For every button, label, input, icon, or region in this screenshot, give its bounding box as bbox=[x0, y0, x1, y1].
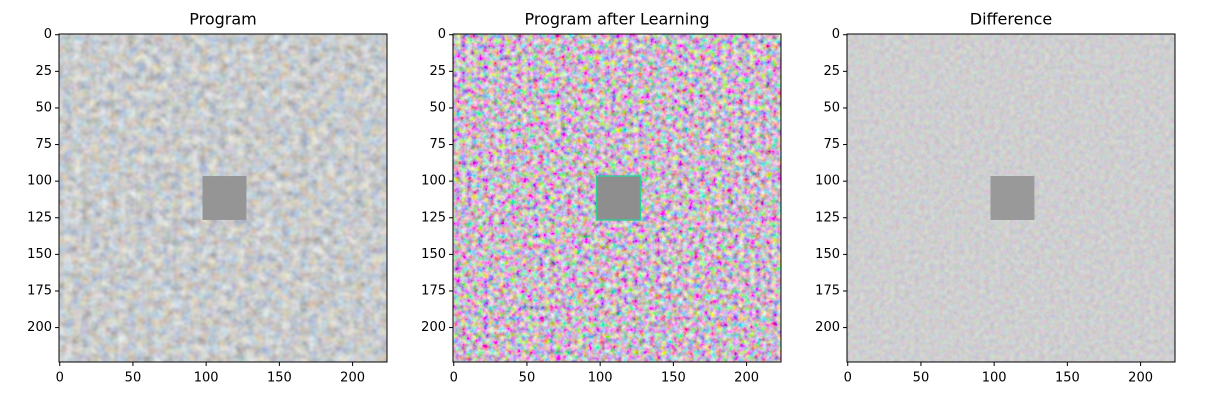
y-tick-label: 125 bbox=[421, 210, 446, 225]
y-tick-label: 125 bbox=[815, 210, 840, 225]
y-tick-label: 0 bbox=[44, 27, 52, 42]
x-tick-label: 100 bbox=[194, 371, 219, 386]
x-tick-label: 200 bbox=[340, 371, 365, 386]
y-tick-label: 75 bbox=[823, 137, 840, 152]
x-tick-label: 150 bbox=[661, 371, 686, 386]
y-tick-label: 150 bbox=[421, 247, 446, 262]
y-tick-label: 50 bbox=[823, 100, 840, 115]
axes-title: Difference bbox=[970, 10, 1052, 29]
y-tick-label: 175 bbox=[815, 283, 840, 298]
y-tick-label: 50 bbox=[429, 100, 446, 115]
y-tick-label: 100 bbox=[27, 174, 52, 189]
y-tick-label: 0 bbox=[438, 27, 446, 42]
y-tick-label: 75 bbox=[429, 137, 446, 152]
y-tick-label: 50 bbox=[35, 100, 52, 115]
y-tick-label: 25 bbox=[35, 64, 52, 79]
x-tick-label: 50 bbox=[519, 371, 536, 386]
axes-frame bbox=[58, 33, 388, 363]
x-tick-label: 0 bbox=[844, 371, 852, 386]
y-tick-label: 150 bbox=[815, 247, 840, 262]
y-tick-label: 25 bbox=[429, 64, 446, 79]
x-tick-label: 50 bbox=[125, 371, 142, 386]
y-tick-label: 200 bbox=[421, 320, 446, 335]
x-tick-label: 100 bbox=[588, 371, 613, 386]
center-patch bbox=[595, 175, 642, 221]
y-tick-label: 200 bbox=[815, 320, 840, 335]
center-patch bbox=[990, 176, 1035, 220]
y-tick-label: 150 bbox=[27, 247, 52, 262]
y-tick-label: 100 bbox=[815, 174, 840, 189]
axes-title: Program bbox=[189, 10, 257, 29]
y-tick-label: 100 bbox=[421, 174, 446, 189]
x-tick-label: 0 bbox=[56, 371, 64, 386]
x-tick-label: 100 bbox=[982, 371, 1007, 386]
y-tick-label: 200 bbox=[27, 320, 52, 335]
x-tick-label: 50 bbox=[913, 371, 930, 386]
y-tick-label: 175 bbox=[27, 283, 52, 298]
y-tick-label: 75 bbox=[35, 137, 52, 152]
y-tick-label: 0 bbox=[832, 27, 840, 42]
center-patch bbox=[202, 176, 247, 220]
x-tick-label: 200 bbox=[734, 371, 759, 386]
x-tick-label: 150 bbox=[1055, 371, 1080, 386]
x-tick-label: 0 bbox=[450, 371, 458, 386]
y-tick-label: 175 bbox=[421, 283, 446, 298]
y-tick-label: 125 bbox=[27, 210, 52, 225]
axes-frame bbox=[846, 33, 1176, 363]
y-tick-label: 25 bbox=[823, 64, 840, 79]
axes-frame bbox=[452, 33, 782, 363]
axes-title: Program after Learning bbox=[525, 10, 710, 29]
x-tick-label: 150 bbox=[267, 371, 292, 386]
x-tick-label: 200 bbox=[1128, 371, 1153, 386]
